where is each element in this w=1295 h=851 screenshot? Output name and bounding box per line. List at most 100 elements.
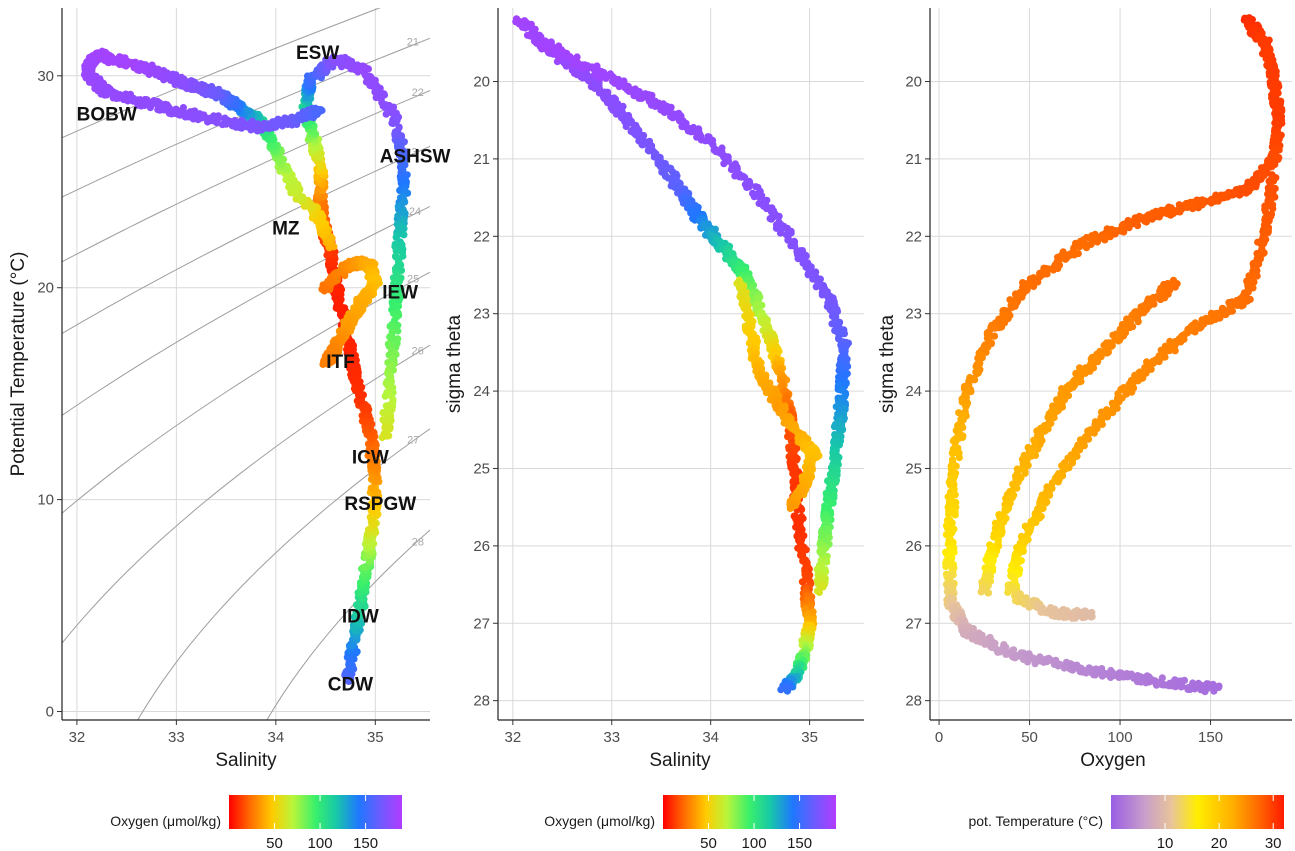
data-point (786, 504, 794, 512)
data-point (829, 454, 837, 462)
data-point (156, 106, 164, 114)
data-point (386, 333, 394, 341)
water-mass-label: RSPGW (344, 494, 416, 515)
data-point (385, 389, 393, 398)
data-point (315, 108, 323, 116)
data-point (390, 286, 398, 294)
data-point (388, 298, 396, 306)
data-point (798, 506, 806, 514)
data-point (752, 301, 761, 309)
water-mass-label: BOBW (77, 104, 137, 125)
water-mass-label: ITF (326, 352, 355, 373)
data-point (383, 432, 391, 440)
data-point (372, 447, 380, 455)
data-point (357, 64, 365, 72)
data-point (399, 252, 407, 260)
data-point (818, 529, 826, 537)
y-tick-label: 20 (37, 280, 54, 297)
x-tick-label: 33 (168, 729, 185, 746)
data-point (358, 417, 366, 425)
data-point (353, 373, 361, 381)
data-point (297, 193, 305, 201)
data-point (338, 63, 346, 71)
water-mass-label: CDW (328, 674, 373, 695)
data-point (400, 207, 408, 215)
data-point (356, 590, 364, 598)
x-tick-label: 34 (702, 729, 719, 746)
water-mass-label: ESW (296, 43, 339, 64)
y-tick-label: 26 (473, 538, 490, 555)
data-point (320, 193, 328, 201)
data-point (737, 173, 745, 181)
data-point (827, 483, 835, 491)
data-point (707, 138, 715, 146)
data-point (555, 53, 563, 61)
isopycnal-line (62, 205, 430, 416)
data-point (387, 372, 395, 380)
data-point (392, 233, 400, 241)
data-point (390, 280, 398, 288)
sigma-oxygen-scatter-points (942, 14, 1286, 696)
data-point (743, 183, 751, 191)
x-tick-label: 34 (267, 729, 284, 746)
data-point (392, 247, 400, 255)
data-point (817, 547, 825, 555)
sigma-salinity-x-axis-title: Salinity (649, 750, 711, 771)
water-mass-label: ICW (352, 448, 389, 469)
isopycnal-label: 25 (407, 274, 419, 286)
data-point (359, 391, 367, 399)
water-mass-label: IDW (342, 607, 379, 628)
data-point (368, 429, 377, 437)
data-point (388, 354, 396, 362)
y-tick-label: 30 (37, 68, 54, 85)
data-point (189, 107, 197, 115)
isopycnal-line (62, 8, 381, 139)
data-point (394, 327, 402, 335)
x-tick-label: 35 (801, 729, 818, 746)
data-point (156, 99, 164, 107)
water-mass-label: MZ (272, 219, 300, 240)
x-tick-label: 32 (69, 729, 86, 746)
data-point (382, 103, 390, 111)
data-point (400, 231, 408, 239)
data-point (625, 118, 633, 127)
data-point (225, 119, 233, 127)
data-point (282, 119, 290, 127)
data-point (389, 322, 397, 330)
data-point (317, 66, 325, 74)
data-point (384, 425, 392, 433)
y-tick-label: 23 (473, 306, 490, 323)
data-point (349, 642, 357, 650)
y-tick-label: 0 (46, 704, 54, 721)
x-tick-label: 32 (504, 729, 521, 746)
data-point (394, 202, 402, 210)
data-point (841, 372, 849, 380)
data-point (367, 484, 375, 492)
data-point (720, 160, 728, 168)
isopycnal-line (137, 428, 430, 720)
data-point (383, 404, 392, 412)
data-point (214, 114, 222, 122)
data-point (362, 563, 370, 572)
data-point (710, 146, 718, 154)
isopycnal-label: 24 (409, 206, 421, 218)
data-point (838, 386, 846, 394)
data-point (674, 184, 682, 192)
data-point (146, 104, 154, 112)
y-tick-label: 10 (37, 492, 54, 509)
data-point (100, 90, 108, 98)
y-tick-label: 27 (473, 615, 490, 632)
sigma-salinity-y-axis-title: sigma theta (444, 314, 465, 413)
y-tick-label: 24 (473, 383, 490, 400)
sigma-salinity-scatter-points (512, 15, 853, 695)
data-point (398, 241, 406, 249)
data-point (393, 335, 401, 343)
y-tick-label: 28 (473, 693, 490, 710)
data-point (397, 266, 406, 274)
data-point (370, 521, 378, 529)
data-point (371, 260, 379, 268)
